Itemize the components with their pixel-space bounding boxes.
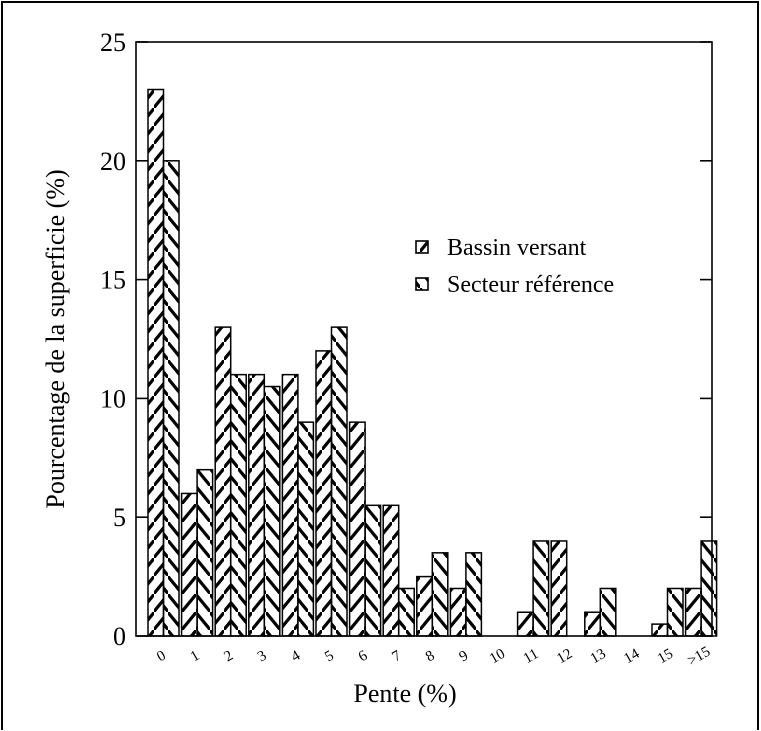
- legend-swatch-bassin-versant: [415, 240, 429, 254]
- plot-frame: [135, 41, 713, 637]
- bar-secteur-reference-3: [263, 385, 281, 637]
- x-tick-label-8: 8: [423, 648, 437, 666]
- x-tick-label-9: 9: [457, 648, 471, 666]
- bar-bassin-versant-5: [315, 350, 333, 637]
- bar-secteur-reference-9: [465, 552, 483, 637]
- legend-label-secteur-reference: Secteur référence: [447, 272, 614, 298]
- bars-layer: [147, 88, 718, 637]
- legend: Bassin versant Secteur référence: [415, 235, 614, 298]
- y-tick-label-3: 15: [100, 266, 126, 295]
- x-tick-label-4: 4: [289, 647, 304, 665]
- bar-secteur-reference-0: [162, 160, 180, 637]
- bar-bassin-versant-12: [550, 540, 568, 637]
- x-tick-label-15: 15: [655, 646, 676, 667]
- x-tick-label-3: 3: [255, 648, 269, 666]
- bar-bassin-versant-7: [382, 504, 400, 637]
- bar-bassin-versant-4: [281, 373, 299, 637]
- bar-bassin-versant-8: [416, 575, 434, 637]
- bar-secteur-reference-5: [330, 326, 348, 637]
- x-tick-label-14: 14: [621, 646, 642, 668]
- bar-secteur-reference-15: [666, 587, 684, 637]
- x-tick-label-6: 6: [356, 647, 371, 665]
- y-tick-label-1: 5: [113, 503, 126, 532]
- bar-bassin-versant-15: [651, 623, 669, 637]
- y-tick-label-0: 0: [113, 622, 126, 651]
- bar-secteur-reference-11: [532, 540, 550, 637]
- y-ticks-layer: 0 5 10 15 20 25: [100, 28, 712, 651]
- y-axis-label: Pourcentage de la superficie (%): [41, 169, 70, 508]
- x-tick-label-11: 11: [521, 646, 542, 667]
- x-tick-label-0: 0: [154, 648, 168, 666]
- bar-secteur-reference-6: [364, 504, 382, 637]
- bar-secteur-reference-8: [431, 552, 449, 637]
- bar-secteur-reference-16: [700, 540, 718, 637]
- bar-bassin-versant-11: [516, 611, 534, 637]
- x-tick-label-10: 10: [487, 646, 508, 667]
- bar-secteur-reference-7: [397, 587, 415, 637]
- x-axis-label: Pente (%): [353, 679, 456, 708]
- x-tick-label-7: 7: [389, 647, 404, 665]
- bar-bassin-versant-2: [214, 326, 232, 637]
- bar-secteur-reference-1: [196, 468, 214, 637]
- legend-swatch-secteur-reference: [415, 277, 429, 291]
- x-tick-label-2: 2: [221, 648, 235, 666]
- bar-bassin-versant-0: [147, 88, 165, 637]
- bar-secteur-reference-13: [599, 587, 617, 637]
- y-tick-label-2: 10: [100, 384, 126, 413]
- bar-bassin-versant-3: [248, 373, 266, 637]
- bar-secteur-reference-2: [229, 373, 247, 637]
- legend-label-bassin-versant: Bassin versant: [447, 235, 587, 261]
- bar-secteur-reference-4: [297, 421, 315, 637]
- bar-bassin-versant-1: [180, 492, 198, 637]
- y-tick-label-5: 25: [100, 28, 126, 57]
- x-tick-label-16: >15: [685, 644, 713, 670]
- x-tick-label-13: 13: [588, 646, 609, 667]
- bar-bassin-versant-16: [684, 587, 702, 637]
- x-tick-label-1: 1: [188, 648, 202, 666]
- x-tick-labels-layer: 0 1 2 3 4 5 6 7 8 9 10 11 12 13 14 15 >15: [154, 644, 713, 670]
- bar-bassin-versant-6: [348, 421, 366, 637]
- y-tick-label-4: 20: [100, 147, 126, 176]
- x-tick-label-12: 12: [554, 646, 575, 667]
- bar-bassin-versant-9: [449, 587, 467, 637]
- bar-bassin-versant-13: [584, 611, 602, 637]
- x-tick-label-5: 5: [322, 648, 336, 666]
